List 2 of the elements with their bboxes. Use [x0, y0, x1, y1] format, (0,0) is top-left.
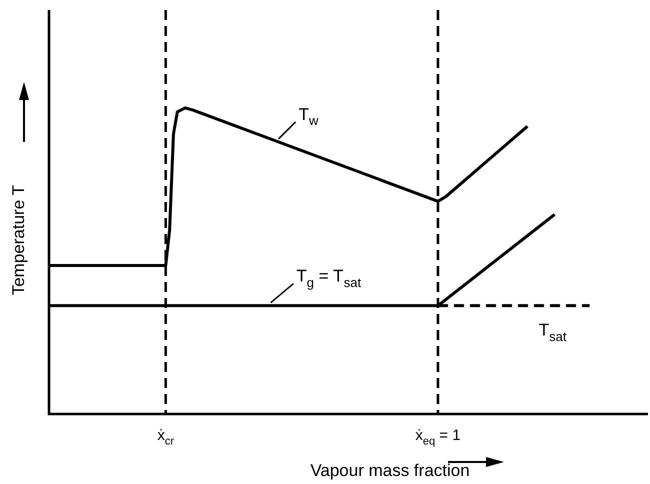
x-axis-title: Vapour mass fraction [310, 461, 470, 480]
y-axis-title: Temperature T [9, 185, 28, 296]
